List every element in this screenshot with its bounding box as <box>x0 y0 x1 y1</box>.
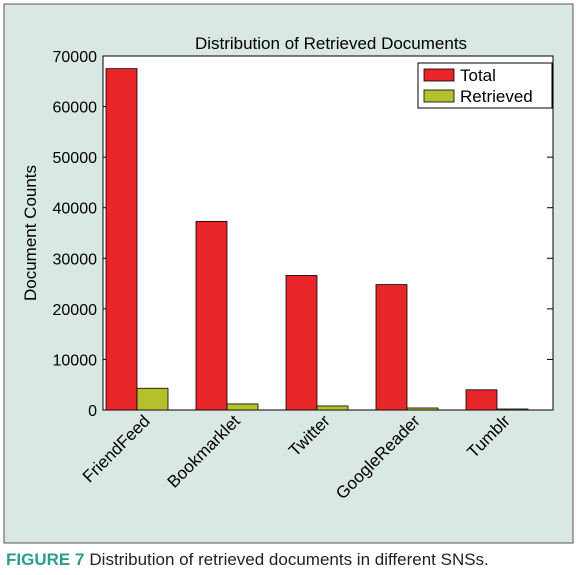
bar <box>465 389 498 411</box>
legend-swatch <box>423 89 455 103</box>
bar <box>316 405 349 411</box>
y-tick-label: 70000 <box>53 49 98 66</box>
chart: Distribution of Retrieved Documents Docu… <box>3 3 574 544</box>
caption-label: FIGURE 7 <box>6 550 85 569</box>
bar <box>105 68 138 411</box>
y-tick-label: 40000 <box>53 201 98 218</box>
bar <box>195 220 228 411</box>
legend-label: Retrieved <box>460 87 533 106</box>
y-axis-label: Document Counts <box>21 165 40 301</box>
bar <box>375 284 408 411</box>
y-tick-label: 30000 <box>53 251 98 268</box>
bar <box>226 403 259 411</box>
bar <box>285 275 318 411</box>
caption: FIGURE 7 Distribution of retrieved docume… <box>6 550 489 570</box>
legend-swatch <box>423 68 455 82</box>
y-tick-label: 20000 <box>53 302 98 319</box>
caption-text: Distribution of retrieved documents in d… <box>89 550 489 569</box>
y-tick-label: 10000 <box>53 352 98 369</box>
chart-title: Distribution of Retrieved Documents <box>195 34 467 53</box>
bar <box>136 387 169 411</box>
bar <box>496 408 529 411</box>
y-tick-label: 0 <box>88 403 97 420</box>
plot-area <box>102 55 554 411</box>
y-tick-label: 50000 <box>53 150 98 167</box>
bar <box>406 407 439 411</box>
y-tick-label: 60000 <box>53 100 98 117</box>
legend-label: Total <box>460 66 496 85</box>
